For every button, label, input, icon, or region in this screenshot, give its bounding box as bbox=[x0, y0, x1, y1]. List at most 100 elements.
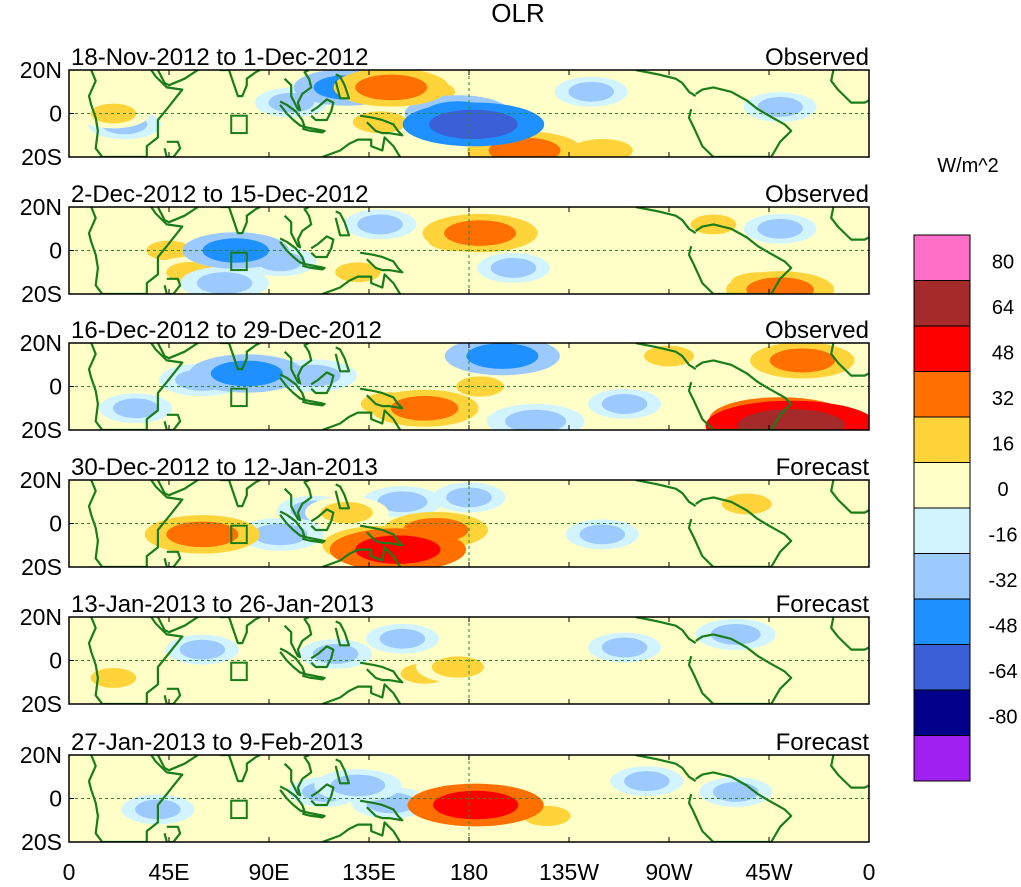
coastline bbox=[635, 207, 697, 235]
anomaly-blob bbox=[379, 628, 426, 649]
lat-tick-label: 20N bbox=[20, 57, 62, 83]
coastline bbox=[321, 409, 402, 430]
panel-status-label: Forecast bbox=[776, 454, 870, 481]
coastline bbox=[359, 251, 404, 274]
panel-status-label: Forecast bbox=[776, 591, 870, 618]
lat-tick-label: 0 bbox=[49, 511, 62, 537]
coastline bbox=[283, 617, 313, 659]
colorbar-swatch bbox=[913, 735, 971, 782]
coastline bbox=[321, 683, 402, 704]
lat-tick-label: 0 bbox=[49, 374, 62, 400]
lon-tick-label: 45W bbox=[745, 859, 793, 885]
anomaly-blob bbox=[433, 790, 519, 820]
anomaly-blob bbox=[757, 218, 803, 239]
lat-tick-label: 0 bbox=[49, 101, 62, 127]
coastline bbox=[156, 70, 199, 87]
colorbar-swatch bbox=[913, 280, 971, 327]
coastline bbox=[310, 783, 335, 807]
coastline bbox=[163, 825, 182, 842]
panel-status-label: Observed bbox=[765, 181, 869, 208]
panel-2: 20N 0 20S 2-Dec-2012 to 15-Dec-2012 Observed bbox=[20, 181, 870, 307]
anomaly-blob bbox=[505, 409, 567, 430]
coastline bbox=[156, 207, 199, 224]
panel-period-label: 27-Jan-2013 to 9-Feb-2013 bbox=[71, 729, 363, 756]
coastline bbox=[310, 371, 335, 395]
region-box bbox=[230, 251, 248, 272]
lon-tick-label: 90E bbox=[249, 859, 290, 885]
coastline bbox=[635, 70, 697, 98]
colorbar-swatch bbox=[913, 371, 971, 418]
coastline bbox=[163, 550, 182, 567]
anomaly-blob bbox=[355, 535, 441, 564]
anomaly-blob bbox=[601, 637, 648, 658]
coastline bbox=[310, 235, 335, 259]
coastline bbox=[87, 70, 184, 157]
lat-tick-label: 20S bbox=[21, 144, 62, 170]
coastline bbox=[334, 483, 351, 510]
anomaly-blob bbox=[710, 624, 761, 645]
coastline bbox=[359, 524, 404, 547]
panel-1: 20N 0 20S 18-Nov-2012 to 1-Dec-2012 Observed bbox=[20, 44, 870, 170]
coastline bbox=[359, 387, 404, 410]
coastline bbox=[156, 480, 199, 497]
anomaly-blob bbox=[166, 521, 239, 548]
coastline bbox=[220, 755, 261, 783]
coastline bbox=[830, 70, 869, 104]
colorbar-level-label: -48 bbox=[989, 616, 1018, 638]
panel-period-label: 16-Dec-2012 to 29-Dec-2012 bbox=[71, 317, 382, 344]
coastline bbox=[87, 480, 184, 567]
anomaly-blob bbox=[623, 771, 670, 792]
coastline bbox=[334, 758, 351, 785]
colorbar-swatch bbox=[913, 325, 971, 372]
anomaly-blob bbox=[721, 493, 772, 515]
coastline bbox=[687, 223, 793, 294]
coastline bbox=[283, 70, 313, 112]
longitude-axis: 0 45E 90E 135E 180 135W 90W 45W 0 bbox=[63, 859, 876, 885]
colorbar-swatch bbox=[913, 689, 971, 736]
lat-tick-label: 0 bbox=[49, 238, 62, 264]
lat-tick-label: 20S bbox=[21, 554, 62, 580]
lon-tick-label: 45E bbox=[149, 859, 190, 885]
anomaly-blob bbox=[466, 343, 539, 369]
coastline bbox=[334, 346, 351, 373]
anomaly-blob bbox=[330, 774, 386, 797]
panel-status-label: Forecast bbox=[776, 729, 870, 756]
coastlines bbox=[87, 617, 869, 704]
panel-period-label: 2-Dec-2012 to 15-Dec-2012 bbox=[71, 181, 369, 208]
lat-tick-label: 0 bbox=[49, 786, 62, 812]
colorbar-level-label: 0 bbox=[997, 479, 1008, 501]
coastline bbox=[302, 262, 326, 271]
chart-title: OLR bbox=[491, 0, 544, 28]
coastline bbox=[87, 343, 184, 430]
lon-tick-label: 0 bbox=[63, 859, 76, 885]
anomaly-blob bbox=[568, 81, 615, 102]
anomaly-blob bbox=[90, 667, 137, 688]
colorbar-level-label: 48 bbox=[992, 343, 1014, 365]
anomaly-blob bbox=[444, 220, 517, 246]
lat-tick-label: 20N bbox=[20, 467, 62, 493]
anomaly-field bbox=[69, 343, 869, 430]
coastline bbox=[687, 496, 793, 567]
anomaly-blob bbox=[746, 277, 814, 294]
coastline bbox=[830, 617, 869, 651]
panels: 20N 0 20S 18-Nov-2012 to 1-Dec-2012 Observed… bbox=[20, 44, 870, 855]
lat-tick-label: 0 bbox=[49, 648, 62, 674]
lon-tick-label: 0 bbox=[863, 859, 876, 885]
coastline bbox=[635, 617, 697, 645]
coastline bbox=[302, 125, 326, 134]
coastlines bbox=[87, 755, 869, 842]
coastline bbox=[163, 413, 182, 430]
region-box bbox=[230, 524, 248, 545]
anomaly-blob bbox=[357, 214, 403, 235]
units-label: W/m^2 bbox=[937, 155, 999, 177]
coastline bbox=[635, 343, 697, 371]
coastline bbox=[310, 98, 335, 122]
colorbar-swatch bbox=[913, 644, 971, 691]
anomaly-blob bbox=[146, 240, 192, 261]
panel-period-label: 18-Nov-2012 to 1-Dec-2012 bbox=[71, 44, 369, 71]
coastline bbox=[156, 755, 199, 772]
lon-tick-label: 135W bbox=[539, 859, 599, 885]
anomaly-blob bbox=[196, 272, 253, 294]
colorbar-level-label: -16 bbox=[989, 525, 1018, 547]
coastline bbox=[283, 207, 313, 249]
